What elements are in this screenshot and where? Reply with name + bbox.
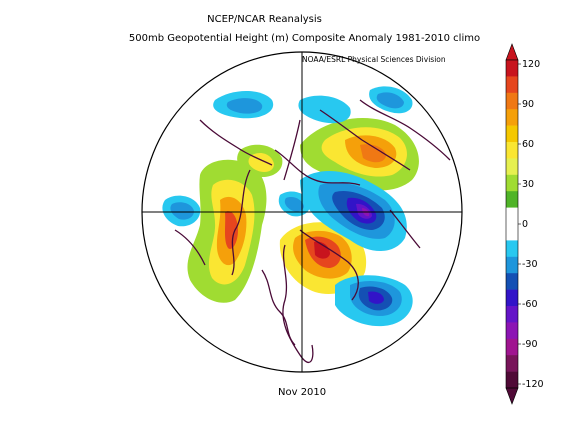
colorbar-swatch [506, 256, 518, 274]
colorbar-swatch [506, 174, 518, 192]
colorbar-swatch [506, 158, 518, 176]
map-subtitle: 500mb Geopotential Height (m) Composite … [128, 33, 481, 44]
colorbar-swatch [506, 273, 518, 290]
colorbar-swatch [506, 240, 518, 258]
colorbar-tick-label: 0 [522, 219, 528, 230]
colorbar-tick-label: -60 [522, 299, 538, 310]
colorbar-tick-label: 30 [522, 179, 534, 190]
colorbar-swatch [506, 224, 518, 241]
colorbar-swatch [506, 338, 518, 356]
colorbar-swatch [506, 371, 518, 389]
colorbar-tick-label: 90 [522, 99, 534, 110]
anomaly-field [162, 86, 419, 327]
colorbar-swatch [506, 289, 518, 307]
north-atlantic-negative [335, 275, 413, 327]
colorbar-top-arrow [505, 43, 519, 61]
map-title: NCEP/NCAR Reanalysis [207, 14, 322, 25]
colorbar-tick-label: 60 [522, 139, 534, 150]
colorbar-swatch [506, 322, 518, 340]
coastlines [174, 99, 451, 364]
colorbar-swatch [506, 109, 518, 126]
colorbar-tick-label: -30 [522, 259, 538, 270]
colorbar-tick-label: -90 [522, 339, 538, 350]
colorbar-swatch [506, 76, 518, 94]
colorbar-swatch [506, 125, 518, 143]
western-us-negative [162, 195, 201, 227]
kamchatka-negative [300, 170, 407, 252]
hudson-bay-positive [279, 222, 367, 294]
credit-label: NOAA/ESRL Physical Sciences Division [302, 55, 446, 64]
colorbar: 120 90 60 30 0 -30 -60 -90 -120 [505, 43, 544, 405]
colorbar-swatch [506, 207, 518, 225]
western-atlantic-europe-positive [187, 159, 267, 303]
siberia-positive [237, 117, 419, 191]
colorbar-swatch [506, 191, 518, 208]
colorbar-swatch [506, 142, 518, 159]
globe-outline [141, 51, 463, 373]
colorbar-swatch [506, 60, 518, 77]
colorbar-bottom-arrow [505, 387, 519, 405]
date-label: Nov 2010 [278, 387, 327, 398]
colorbar-swatch [506, 306, 518, 323]
colorbar-tick-label: -120 [522, 379, 544, 390]
colorbar-swatch [506, 355, 518, 372]
colorbar-swatch [506, 92, 518, 110]
colorbar-tick-label: 120 [522, 59, 540, 70]
